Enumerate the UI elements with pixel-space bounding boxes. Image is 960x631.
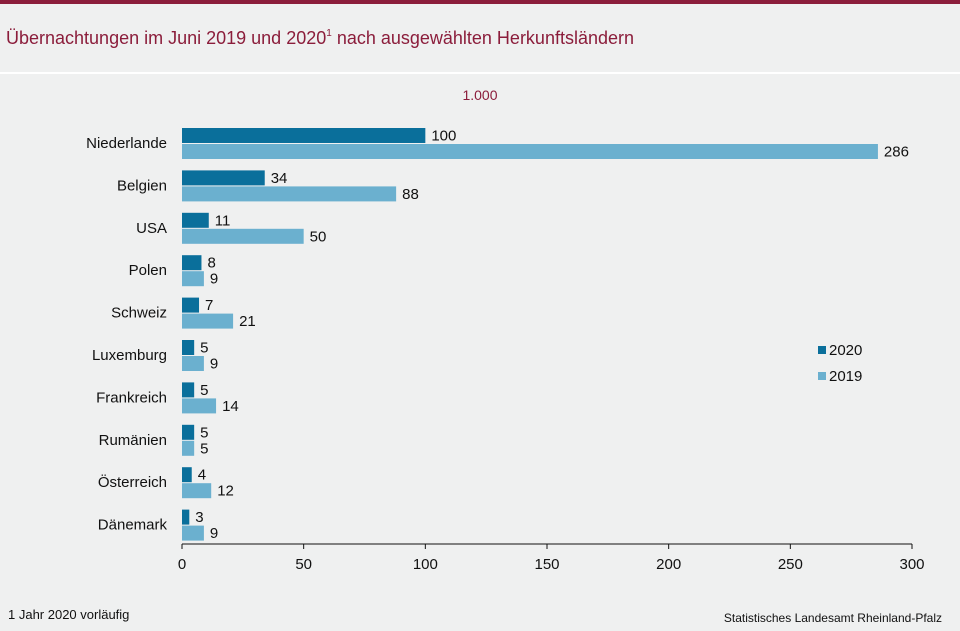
data-label-2019-0: 286 [884, 144, 909, 161]
bar-2020-4 [182, 297, 200, 313]
bar-2020-1 [182, 170, 265, 186]
legend-swatch-2020 [818, 346, 826, 354]
bar-2020-9 [182, 509, 190, 525]
category-label-0: Niederlande [86, 135, 167, 152]
title-footnote-mark: 1 [326, 28, 332, 39]
bar-2020-8 [182, 467, 192, 483]
data-label-2019-5: 9 [210, 356, 218, 373]
data-label-2020-8: 4 [198, 467, 206, 484]
bar-2019-0 [182, 144, 878, 159]
bar-2020-7 [182, 424, 195, 440]
category-label-7: Rumänien [99, 432, 167, 449]
data-label-2020-4: 7 [205, 297, 213, 314]
chart-title-text: Übernachtungen im Juni 2019 und 2020 [6, 28, 327, 48]
data-label-2019-4: 21 [239, 313, 256, 330]
category-label-6: Frankreich [96, 389, 167, 406]
x-tick-label-3: 150 [534, 556, 559, 573]
x-tick-label-6: 300 [899, 556, 924, 573]
chart-title: Übernachtungen im Juni 2019 und 20201 na… [6, 28, 634, 49]
bar-2020-5 [182, 340, 195, 355]
category-label-1: Belgien [117, 177, 167, 194]
data-label-2019-7: 5 [200, 440, 208, 457]
data-label-2019-3: 9 [210, 271, 218, 288]
data-label-2020-7: 5 [200, 424, 208, 441]
data-label-2019-9: 9 [210, 525, 218, 542]
bar-2020-2 [182, 212, 209, 228]
legend-label-2020: 2020 [829, 342, 862, 359]
unit-label: 1.000 [462, 87, 498, 103]
bar-2019-2 [182, 228, 304, 244]
bar-2019-6 [182, 398, 217, 414]
category-label-4: Schweiz [111, 305, 167, 322]
bar-2020-3 [182, 255, 202, 271]
x-tick-label-5: 250 [778, 556, 803, 573]
bar-2019-4 [182, 313, 234, 329]
top-rule [0, 0, 960, 4]
category-label-8: Österreich [98, 473, 167, 491]
x-tick-label-0: 0 [178, 556, 186, 573]
bar-2019-3 [182, 271, 204, 287]
bar-2019-5 [182, 356, 204, 371]
title-divider [0, 72, 960, 74]
data-label-2020-0: 100 [431, 128, 456, 145]
data-label-2020-1: 34 [271, 170, 288, 187]
data-label-2020-9: 3 [195, 509, 203, 526]
category-label-9: Dänemark [98, 517, 168, 534]
category-label-2: USA [136, 220, 167, 237]
category-label-3: Polen [129, 262, 167, 279]
bar-2019-8 [182, 483, 212, 499]
data-label-2019-1: 88 [402, 186, 419, 203]
source-label: Statistisches Landesamt Rheinland-Pfalz [723, 611, 942, 625]
legend-label-2019: 2019 [829, 368, 862, 385]
data-label-2019-8: 12 [217, 483, 234, 500]
data-label-2019-6: 14 [222, 398, 239, 415]
footnote: 1 Jahr 2020 vorläufig [8, 607, 130, 622]
data-label-2020-2: 11 [215, 212, 231, 229]
x-tick-label-2: 100 [413, 556, 438, 573]
bar-2020-6 [182, 382, 195, 398]
data-label-2020-5: 5 [200, 340, 208, 357]
data-label-2020-3: 8 [207, 255, 215, 272]
category-label-5: Luxemburg [92, 347, 167, 364]
legend-swatch-2019 [818, 372, 826, 380]
x-tick-label-4: 200 [656, 556, 681, 573]
data-label-2019-2: 50 [310, 228, 327, 245]
bar-2019-7 [182, 440, 195, 456]
bar-2019-1 [182, 186, 397, 202]
chart-title-text-end: nach ausgewählten Herkunftsländern [331, 28, 635, 48]
bar-2020-0 [182, 128, 426, 143]
data-label-2020-6: 5 [200, 382, 208, 399]
bar-2019-9 [182, 525, 204, 541]
x-tick-label-1: 50 [295, 556, 312, 573]
